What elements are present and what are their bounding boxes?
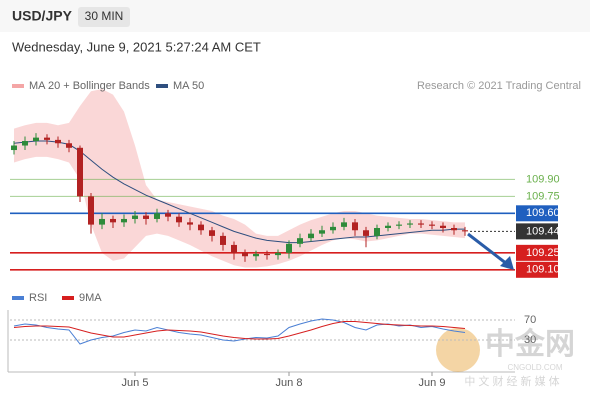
level-label: 109.60 bbox=[526, 207, 560, 219]
level-label: 109.10 bbox=[526, 264, 560, 276]
candle-body bbox=[363, 230, 369, 236]
watermark-logo: 中金网 bbox=[485, 327, 575, 361]
candle-body bbox=[341, 222, 347, 227]
candle-body bbox=[132, 215, 138, 219]
watermark-site: CNGOLD.COM bbox=[507, 363, 562, 372]
candle-body bbox=[440, 225, 446, 228]
timeframe: 30 MIN bbox=[85, 9, 124, 23]
candle-body bbox=[55, 139, 61, 144]
candle-body bbox=[308, 233, 314, 239]
legend-swatch bbox=[12, 84, 24, 88]
candle-body bbox=[418, 223, 424, 225]
date: Wednesday, June 9, 2021 5:27:24 AM CET bbox=[12, 39, 261, 54]
candle-body bbox=[242, 252, 248, 257]
rsi-line bbox=[13, 321, 466, 340]
candle-body bbox=[220, 235, 226, 245]
candle-body bbox=[352, 222, 358, 231]
candle-body bbox=[198, 224, 204, 231]
legend-swatch bbox=[12, 296, 24, 300]
candle-body bbox=[275, 252, 281, 256]
forecast-arrow bbox=[467, 232, 508, 266]
candle-body bbox=[286, 243, 292, 253]
rsi-tick-label: 30 bbox=[524, 334, 536, 346]
legend-label: MA 20 + Bollinger Bands bbox=[29, 80, 150, 92]
candle-body bbox=[462, 230, 468, 232]
candle-body bbox=[66, 143, 72, 148]
candle-body bbox=[22, 141, 28, 146]
level-box bbox=[516, 223, 558, 240]
candle-body bbox=[429, 224, 435, 226]
x-tick-label: Jun 9 bbox=[419, 377, 446, 389]
watermark: 中金网 CNGOLD.COM 中 文 财 经 新 媒 体 bbox=[436, 327, 575, 388]
legend-label: 9MA bbox=[79, 292, 102, 304]
watermark-slogan: 中 文 财 经 新 媒 体 bbox=[464, 374, 559, 388]
candle-body bbox=[264, 253, 270, 256]
candle-body bbox=[110, 218, 116, 223]
candle-body bbox=[176, 216, 182, 223]
level-label: 109.75 bbox=[526, 190, 560, 202]
candle-body bbox=[11, 145, 17, 151]
candle-body bbox=[143, 215, 149, 219]
legend-swatch bbox=[62, 296, 74, 300]
candle-body bbox=[451, 227, 457, 231]
level-box bbox=[516, 261, 558, 278]
x-tick-label: Jun 8 bbox=[276, 377, 303, 389]
timeframe-box bbox=[78, 7, 130, 27]
level-label: 109.44 bbox=[526, 225, 560, 237]
level-box bbox=[516, 244, 558, 261]
level-box bbox=[516, 205, 558, 222]
candle-body bbox=[44, 137, 50, 140]
legend-label: MA 50 bbox=[173, 80, 204, 92]
candle-body bbox=[187, 222, 193, 225]
candle-body bbox=[396, 224, 402, 226]
candle-body bbox=[319, 230, 325, 234]
candle-body bbox=[231, 244, 237, 253]
symbol: USD/JPY bbox=[12, 8, 73, 24]
candle-body bbox=[253, 253, 259, 257]
x-tick-label: Jun 5 bbox=[122, 377, 149, 389]
level-label: 109.25 bbox=[526, 247, 560, 259]
candle-body bbox=[154, 213, 160, 219]
candle-body bbox=[165, 213, 171, 217]
candle-body bbox=[99, 218, 105, 225]
candle-body bbox=[33, 137, 39, 142]
candle-body bbox=[385, 225, 391, 228]
ma50-line bbox=[13, 140, 465, 244]
forecast-arrowhead bbox=[500, 256, 514, 270]
legend-swatch bbox=[156, 84, 168, 88]
candle-body bbox=[121, 218, 127, 223]
watermark-icon bbox=[436, 328, 480, 372]
level-label: 109.90 bbox=[526, 173, 560, 185]
candle-body bbox=[297, 238, 303, 244]
rsi-tick-label: 70 bbox=[524, 314, 536, 326]
candle-body bbox=[77, 147, 83, 197]
credit: Research © 2021 Trading Central bbox=[417, 80, 581, 92]
candle-body bbox=[88, 196, 94, 225]
candle-body bbox=[330, 226, 336, 231]
candle-body bbox=[374, 227, 380, 236]
candle-body bbox=[407, 223, 413, 225]
legend-label: RSI bbox=[29, 292, 47, 304]
candle-body bbox=[209, 230, 215, 236]
